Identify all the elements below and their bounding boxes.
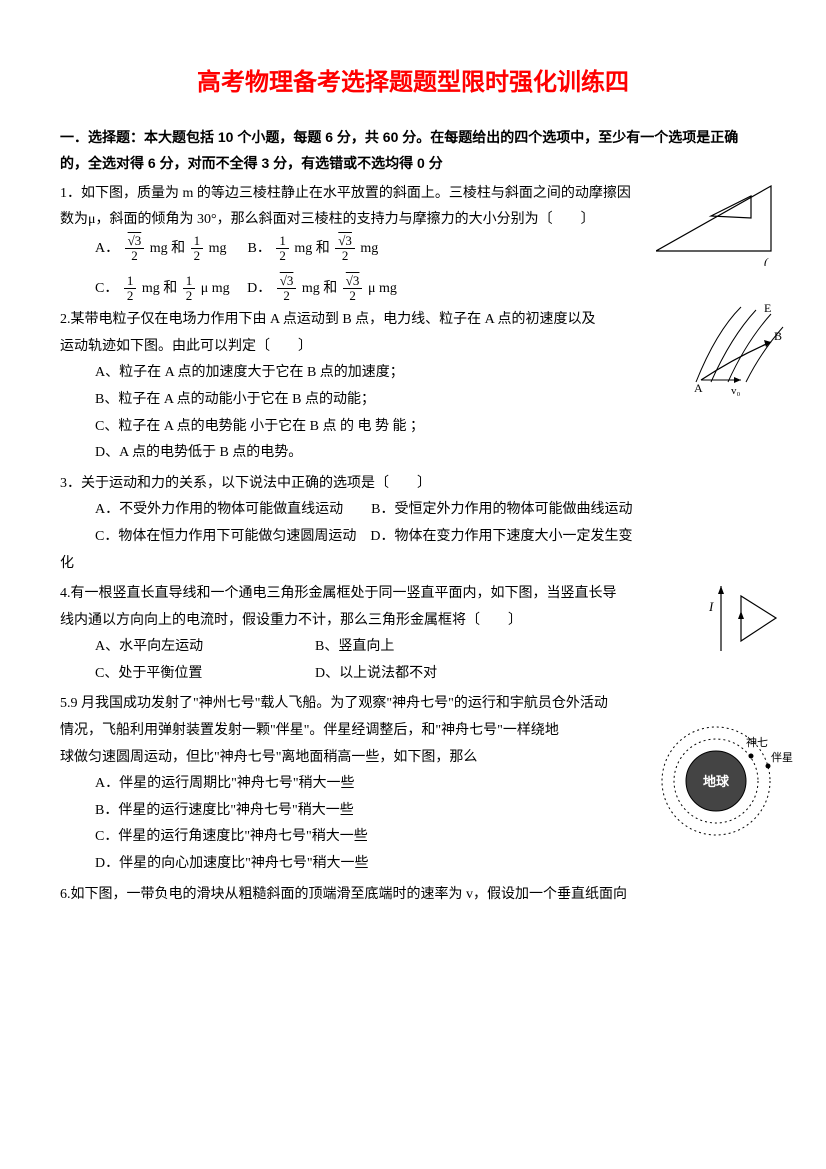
question-2: E B A v₀ 2.某带电粒子仅在电场力作用下由 A 点运动到 B 点，电力线… [60,307,766,467]
doc-title: 高考物理备考选择题题型限时强化训练四 [60,60,766,106]
triangle-figure: I [706,581,786,656]
question-1: ( 1．如下图，质量为 m 的等边三棱柱静止在水平放置的斜面上。三棱柱与斜面之间… [60,181,766,303]
svg-text:E: E [764,302,771,315]
q2-D: D、A 点的电势低于 B 点的电势。 [95,440,766,467]
svg-text:I: I [708,599,714,614]
q4-row1: A、水平向左运动B、竖直向上 [95,634,766,661]
q3-AB: A．不受外力作用的物体可能做直线运动 B．受恒定外力作用的物体可能做曲线运动 [95,497,766,524]
q6-stem: 6.如下图，一带负电的滑块从粗糙斜面的顶端滑至底端时的速率为 v，假设加一个垂直… [60,882,766,909]
earth-figure: 地球 神七 伴星 [656,716,796,836]
question-5: 地球 神七 伴星 5.9 月我国成功发射了"神州七号"载人飞船。为了观察"神舟七… [60,691,766,877]
svg-text:A: A [694,381,703,395]
q3-CD: C．物体在恒力作用下可能做匀速圆周运动 D．物体在变力作用下速度大小一定发生变 [95,524,766,551]
question-3: 3．关于运动和力的关系，以下说法中正确的选项是〔 〕 A．不受外力作用的物体可能… [60,471,766,577]
q3-Cend: 化 [60,551,766,578]
svg-text:v₀: v₀ [731,385,741,397]
svg-text:(: ( [764,255,769,266]
q5-stem1: 5.9 月我国成功发射了"神州七号"载人飞船。为了观察"神舟七号"的运行和宇航员… [60,691,766,718]
q2-B: B、粒子在 A 点的动能小于它在 B 点的动能； [95,387,766,414]
svg-text:B: B [774,329,782,343]
svg-text:地球: 地球 [703,774,730,789]
question-6: 6.如下图，一带负电的滑块从粗糙斜面的顶端滑至底端时的速率为 v，假设加一个垂直… [60,882,766,909]
field-figure: E B A v₀ [686,302,786,397]
q5-D: D．伴星的向心加速度比"神舟七号"稍大一些 [95,851,766,878]
svg-text:伴星: 伴星 [771,751,793,764]
q4-row2: C、处于平衡位置D、以上说法都不对 [95,661,766,688]
prism-figure: ( [656,176,776,266]
question-4: I 4.有一根竖直长直导线和一个通电三角形金属框处于同一竖直平面内，如下图，当竖… [60,581,766,687]
q4-stem2: 线内通以方向向上的电流时，假设重力不计，那么三角形金属框将〔 〕 [60,608,766,635]
q2-C: C、粒子在 A 点的电势能 小于它在 B 点 的 电 势 能 ； [95,414,766,441]
q4-stem1: 4.有一根竖直长直导线和一个通电三角形金属框处于同一竖直平面内，如下图，当竖直长… [60,581,766,608]
q2-stem2: 运动轨迹如下图。由此可以判定〔 〕 [60,334,766,361]
svg-text:神七: 神七 [746,735,768,749]
q2-A: A、粒子在 A 点的加速度大于它在 B 点的加速度； [95,360,766,387]
q2-stem1: 2.某带电粒子仅在电场力作用下由 A 点运动到 B 点，电力线、粒子在 A 点的… [60,307,766,334]
q3-stem: 3．关于运动和力的关系，以下说法中正确的选项是〔 〕 [60,471,766,498]
q1-row2: C． 12 mg 和 12 μ mg D． √32 mg 和 √32 μ mg [95,274,766,304]
section-heading: 一．选择题：本大题包括 10 个小题，每题 6 分，共 60 分。在每题给出的四… [60,124,766,177]
